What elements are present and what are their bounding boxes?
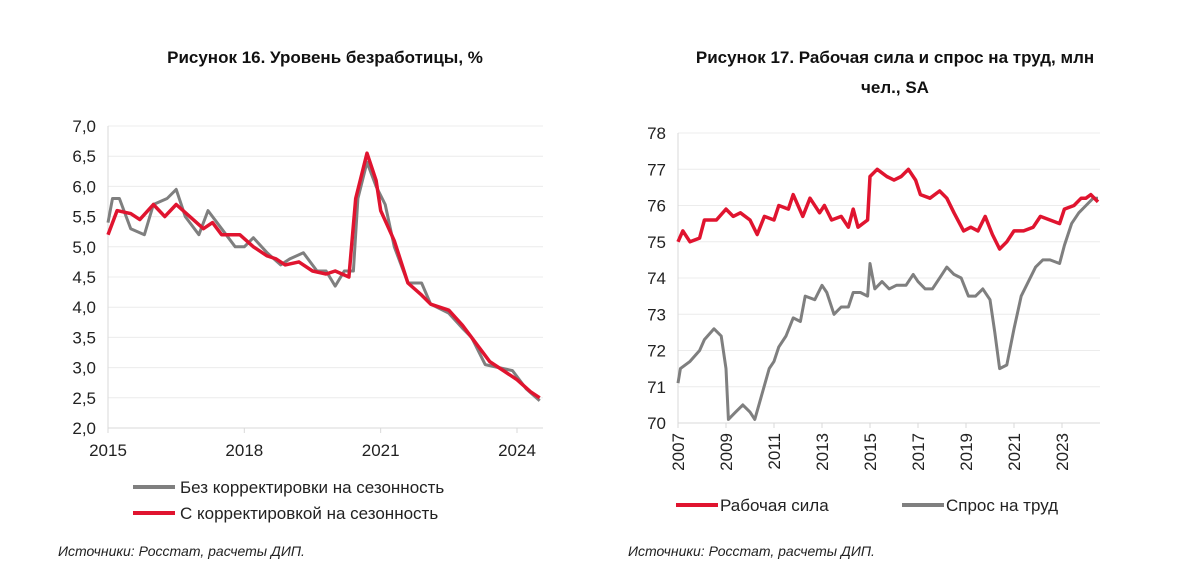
- legend-label-adjusted: С корректировкой на сезонность: [180, 504, 438, 523]
- y-tick-label: 71: [647, 378, 666, 397]
- y-tick-label: 2,5: [72, 389, 96, 408]
- y-tick-label: 73: [647, 305, 666, 324]
- legend-label-labor-force: Рабочая сила: [720, 496, 829, 515]
- series-line-gray: [106, 160, 541, 402]
- y-tick-label: 77: [647, 160, 666, 179]
- y-tick-label: 2,0: [72, 419, 96, 438]
- y-tick-label: 76: [647, 197, 666, 216]
- series-line-red: [106, 151, 541, 400]
- x-tick-label: 2024: [498, 441, 536, 460]
- y-tick-label: 6,0: [72, 177, 96, 196]
- y-tick-label: 3,5: [72, 328, 96, 347]
- chart-title-17-line2: чел., SA: [861, 78, 929, 97]
- y-tick-label: 74: [647, 269, 666, 288]
- x-tick-label: 2023: [1053, 433, 1072, 471]
- x-tick-label: 2009: [717, 433, 736, 471]
- x-tick-label: 2019: [957, 433, 976, 471]
- y-tick-label: 5,0: [72, 238, 96, 257]
- y-tick-label: 6,5: [72, 147, 96, 166]
- y-tick-label: 72: [647, 342, 666, 361]
- x-tick-label: 2011: [765, 433, 784, 470]
- y-tick-label: 4,5: [72, 268, 96, 287]
- chart-title-17: Рисунок 17. Рабочая сила и спрос на труд…: [696, 48, 1094, 67]
- legend-label-unadjusted: Без корректировки на сезонность: [180, 478, 444, 497]
- labor-force-chart: 70 71 72 73 74 75 76 77 78 2007 2009 2011 2013 2015 20…: [647, 124, 1100, 471]
- x-tick-label: 2021: [1005, 433, 1024, 471]
- y-tick-label: 7,0: [72, 117, 96, 136]
- x-tick-label: 2021: [362, 441, 400, 460]
- x-tick-label: 2007: [669, 433, 688, 471]
- x-tick-label: 2013: [813, 433, 832, 471]
- y-tick-label: 70: [647, 414, 666, 433]
- source-note-16: Источники: Росстат, расчеты ДИП.: [58, 543, 305, 559]
- legend-label-labor-demand: Спрос на труд: [946, 496, 1058, 515]
- chart-title-16: Рисунок 16. Уровень безработицы, %: [167, 48, 483, 67]
- x-tick-label: 2018: [225, 441, 263, 460]
- series-line-gray: [676, 196, 1098, 421]
- x-tick-label: 2015: [89, 441, 127, 460]
- y-tick-label: 78: [647, 124, 666, 143]
- series-line-red: [676, 167, 1100, 251]
- y-tick-label: 3,0: [72, 359, 96, 378]
- y-tick-label: 4,0: [72, 298, 96, 317]
- x-tick-label: 2017: [909, 433, 928, 471]
- y-tick-label: 5,5: [72, 208, 96, 227]
- x-tick-label: 2015: [861, 433, 880, 471]
- unemployment-chart: 2,0 2,5 3,0 3,5 4,0 4,5 5,0 5,5 6,0 6,5 7,0 2015 201…: [72, 117, 543, 460]
- source-note-17: Источники: Росстат, расчеты ДИП.: [628, 543, 875, 559]
- y-tick-label: 75: [647, 233, 666, 252]
